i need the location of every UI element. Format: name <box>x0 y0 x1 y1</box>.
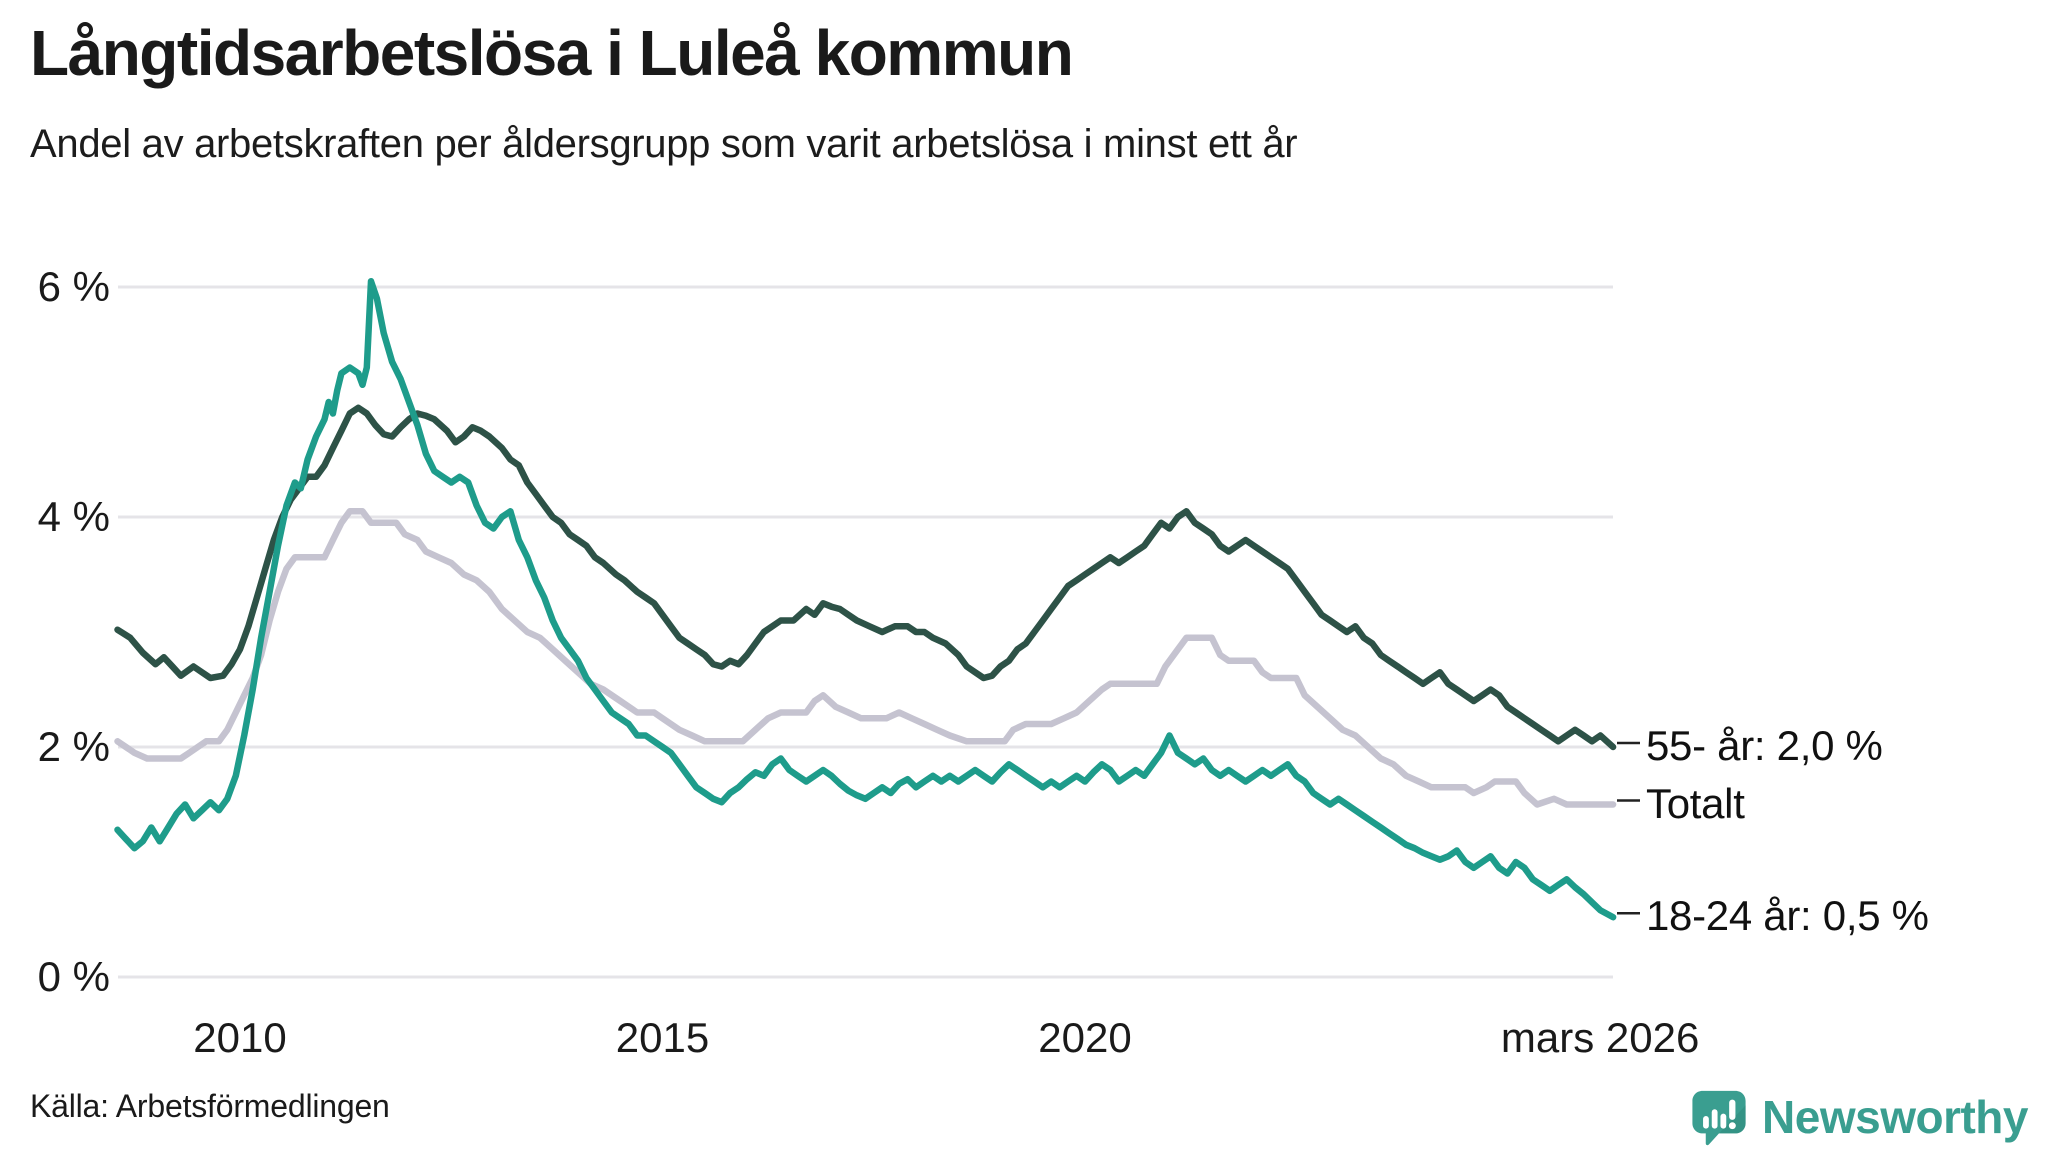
series-line-55-r <box>114 404 1617 751</box>
end-label-18-24: 18-24 år: 0,5 % <box>1646 892 1929 940</box>
x-tick-label: 2010 <box>193 1014 287 1061</box>
page-title: Långtidsarbetslösa i Luleå kommun <box>30 17 1074 89</box>
y-tick-label: 2 % <box>37 723 110 770</box>
series-line-Totalt <box>114 508 1617 808</box>
gridlines <box>118 285 1613 979</box>
newsworthy-wordmark: Newsworthy <box>1762 1091 2028 1143</box>
series-line-18-24-r <box>114 278 1617 921</box>
end-label-connectors <box>1617 741 1640 915</box>
newsworthy-logo[interactable]: Newsworthy <box>1690 1088 2028 1146</box>
x-tick-label: 2015 <box>615 1014 710 1061</box>
end-label-totalt: Totalt <box>1646 779 1745 827</box>
source-attribution: Källa: Arbetsförmedlingen <box>30 1088 390 1124</box>
x-tick-label: 2020 <box>1038 1014 1132 1061</box>
y-tick-label: 6 % <box>37 263 110 310</box>
newsworthy-speech-bubble-bar-chart-icon <box>1690 1088 1748 1146</box>
y-tick-label: 0 % <box>37 953 110 1000</box>
y-tick-label: 4 % <box>37 493 110 540</box>
x-tick-label: mars 2026 <box>1500 1014 1700 1061</box>
chart-subtitle: Andel av arbetskraften per åldersgrupp s… <box>30 122 1298 166</box>
series-lines <box>114 278 1617 921</box>
end-label-55-plus: 55- år: 2,0 % <box>1646 722 1883 769</box>
